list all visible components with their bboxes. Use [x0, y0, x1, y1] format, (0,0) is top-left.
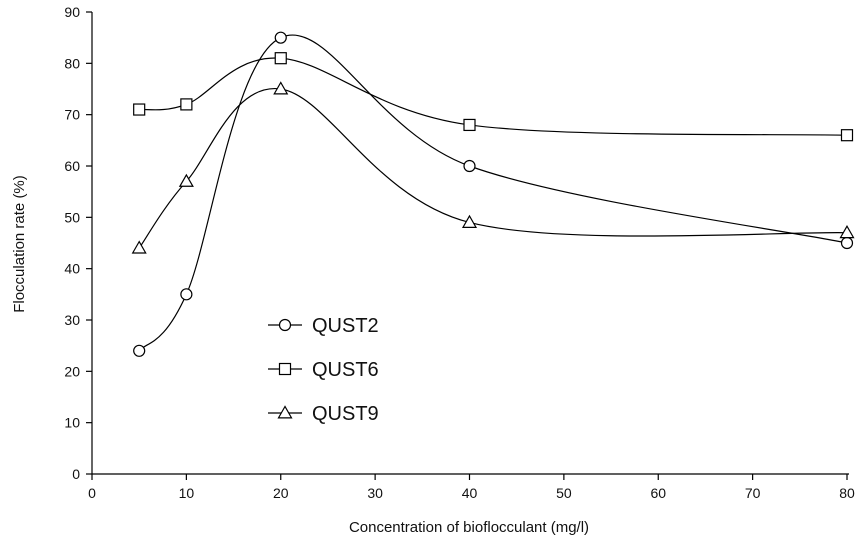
series-qust6: [133, 52, 854, 142]
data-point-circle: [840, 236, 854, 250]
data-point-triangle: [131, 240, 147, 254]
data-point-triangle: [461, 214, 478, 228]
y-tick-label: 70: [64, 107, 80, 123]
data-point-square: [133, 103, 146, 116]
legend-label: QUST9: [312, 403, 379, 425]
y-tick-label: 90: [64, 4, 80, 20]
y-tick-label: 20: [64, 363, 80, 379]
y-tick-label: 30: [64, 312, 80, 328]
y-tick-label: 50: [64, 209, 80, 225]
data-point-circle: [180, 288, 193, 301]
axes: 0 10 20 30 40 50 60 70 80 0 10 20 30 40 50 60 70 80 90: [64, 4, 855, 501]
data-point-square: [840, 129, 854, 142]
y-tick-label: 80: [64, 55, 80, 71]
series-qust9: [131, 81, 855, 254]
y-tick-label: 10: [64, 415, 80, 431]
series-line: [139, 57, 848, 136]
data-point-triangle: [273, 81, 289, 95]
x-tick-label: 0: [88, 485, 96, 501]
data-point-circle: [463, 159, 476, 173]
x-axis-label: Concentration of bioflocculant (mg/l): [349, 519, 589, 536]
legend-label: QUST6: [312, 359, 379, 381]
legend-marker-triangle: [277, 405, 293, 419]
x-tick-label: 60: [650, 485, 666, 501]
legend-item-qust6: QUST6: [268, 359, 379, 381]
series-line: [138, 34, 848, 352]
legend-item-qust9: QUST9: [268, 403, 379, 425]
legend-marker-circle: [278, 318, 292, 332]
y-axis-label: Flocculation rate (%): [11, 175, 28, 313]
data-point-circle: [274, 31, 287, 44]
legend-marker-square: [278, 362, 292, 376]
x-tick-label: 40: [462, 485, 478, 501]
x-tick-label: 20: [273, 485, 289, 501]
x-tick-label: 70: [745, 485, 761, 501]
data-point-triangle: [839, 225, 855, 239]
y-tick-label: 0: [72, 466, 80, 482]
series-layer: [131, 31, 855, 357]
data-point-square: [463, 118, 476, 132]
legend: QUST2 QUST6 QUST9: [268, 315, 379, 425]
x-tick-label: 80: [839, 485, 855, 501]
series-qust2: [133, 31, 854, 357]
x-tick-label: 30: [367, 485, 383, 501]
y-tick-label: 60: [64, 158, 80, 174]
data-point-triangle: [178, 173, 194, 187]
data-point-square: [180, 98, 193, 111]
data-point-circle: [133, 344, 146, 357]
data-point-square: [274, 52, 287, 65]
x-tick-label: 50: [556, 485, 572, 501]
x-tick-label: 10: [179, 485, 195, 501]
legend-item-qust2: QUST2: [268, 315, 379, 337]
y-tick-label: 40: [64, 261, 80, 277]
legend-label: QUST2: [312, 315, 379, 337]
